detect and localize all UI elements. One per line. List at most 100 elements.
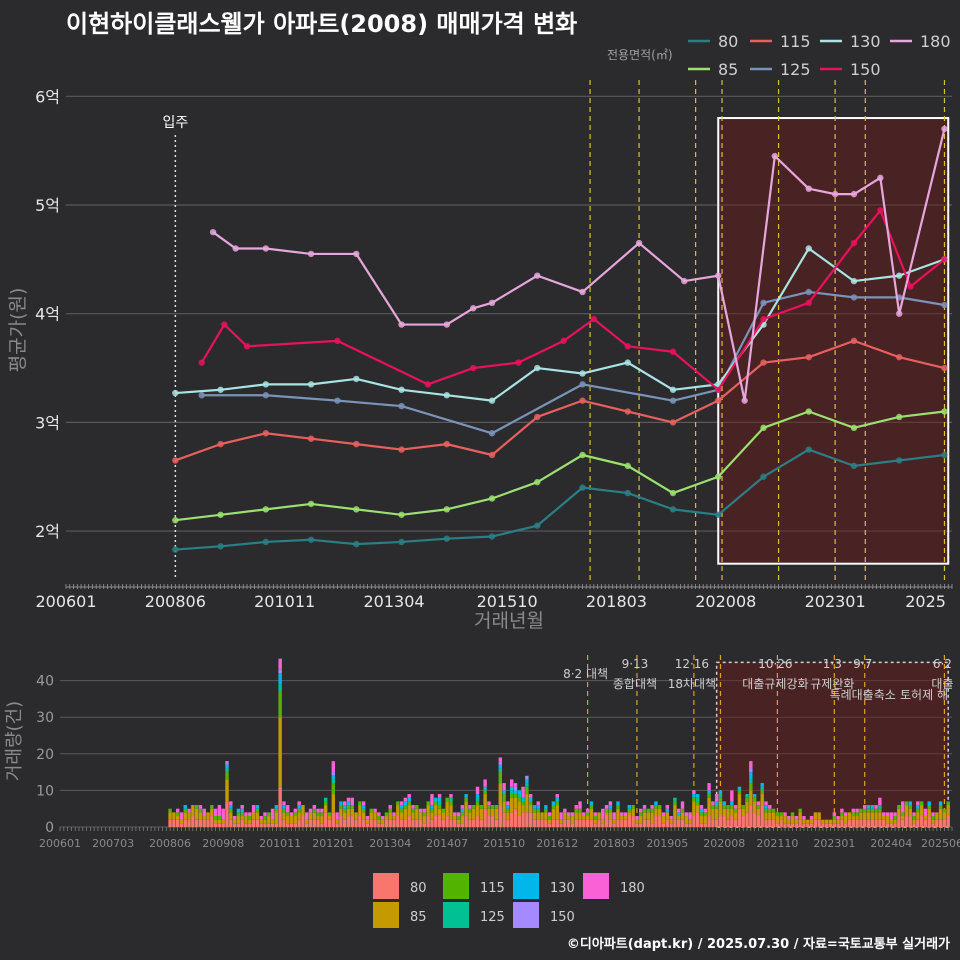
volume-bar-85 — [373, 812, 377, 820]
volume-bar-130 — [346, 801, 351, 806]
policy-label: 12·16 — [675, 657, 709, 671]
volume-bar-130 — [616, 801, 620, 806]
volume-bar-180 — [711, 801, 715, 806]
bar-legend-label-150: 150 — [550, 910, 575, 925]
volume-bar-85 — [881, 816, 886, 820]
volume-bar-80 — [616, 819, 620, 827]
data-point-125 — [941, 301, 948, 309]
volume-bar-85 — [756, 808, 761, 817]
volume-bar-85 — [612, 819, 616, 824]
data-point-130 — [805, 245, 812, 252]
volume-bar-115 — [680, 808, 685, 813]
volume-bar-85 — [608, 812, 613, 820]
volume-bar-125 — [331, 779, 336, 784]
volume-bar-180 — [392, 812, 396, 817]
volume-bar-85 — [840, 816, 844, 820]
data-point-85 — [941, 408, 948, 415]
data-point-85 — [217, 511, 224, 518]
data-point-85 — [443, 506, 450, 513]
bar-legend-label-180: 180 — [620, 881, 645, 896]
volume-bar-180 — [714, 794, 719, 802]
x-tick-label: 201011 — [254, 592, 315, 611]
volume-bar-85 — [718, 801, 723, 817]
volume-bar-85 — [453, 816, 457, 820]
volume-bar-85 — [418, 812, 423, 820]
volume-bar-80 — [509, 812, 514, 827]
volume-bar-80 — [806, 823, 810, 827]
volume-bar-80 — [695, 812, 700, 827]
volume-bar-85 — [225, 779, 229, 802]
volume-bar-180 — [756, 801, 761, 806]
volume-bar-180 — [350, 797, 354, 806]
volume-bar-180 — [528, 794, 533, 798]
volume-bar-115 — [278, 691, 282, 718]
volume-bar-85 — [468, 812, 472, 820]
volume-bar-180 — [430, 794, 434, 806]
volume-bar-80 — [764, 819, 768, 827]
volume-bar-85 — [491, 808, 495, 817]
data-point-180 — [307, 250, 315, 258]
volume-bar-180 — [570, 812, 575, 817]
volume-bar-150 — [513, 786, 518, 791]
volume-bar-130 — [240, 808, 244, 813]
volume-bar-125 — [718, 794, 723, 798]
volume-bar-80 — [760, 805, 764, 827]
volume-bar-85 — [342, 812, 347, 820]
volume-bar-115 — [361, 808, 366, 813]
volume-bar-115 — [893, 816, 897, 820]
data-point-130 — [669, 386, 677, 393]
data-point-80 — [307, 536, 315, 543]
series-line-115 — [174, 339, 945, 462]
volume-bar-80 — [206, 819, 210, 827]
volume-bar-180 — [783, 812, 787, 817]
policy-label-sub: 종합대책 — [613, 676, 657, 691]
volume-bar-180 — [422, 808, 427, 813]
volume-bar-180 — [881, 812, 886, 817]
volume-bar-125 — [498, 768, 503, 773]
chart-title: 이현하이클래스웰가 아파트(2008) 매매가격 변화 — [66, 10, 578, 38]
volume-bar-80 — [802, 823, 806, 827]
volume-bar-80 — [650, 823, 654, 827]
volume-bar-85 — [593, 819, 597, 824]
volume-bar-85 — [377, 819, 381, 824]
volume-bar-85 — [825, 819, 829, 824]
volume-bar-85 — [445, 801, 449, 817]
price-legend: 전용면적(㎡) 80 85 115 125 130 150 180 — [607, 32, 951, 79]
data-point-85 — [488, 495, 496, 502]
volume-bar-115 — [506, 808, 510, 813]
volume-bar-115 — [509, 794, 514, 798]
volume-bar-180 — [893, 812, 897, 817]
data-point-125 — [398, 402, 405, 410]
volume-bar-115 — [468, 808, 472, 813]
policy-label: 9·7 — [853, 657, 872, 671]
volume-bar-180 — [559, 812, 563, 820]
volume-bar-80 — [620, 819, 624, 827]
bar-legend-label-115: 115 — [480, 881, 505, 896]
data-point-150 — [907, 283, 914, 290]
volume-bar-180 — [487, 801, 491, 806]
volume-bar-85 — [821, 819, 825, 824]
volume-bar-85 — [806, 819, 810, 824]
volume-bar-115 — [229, 808, 233, 813]
volume-bar-115 — [472, 805, 476, 809]
volume-bar-85 — [676, 816, 681, 820]
volume-bar-80 — [604, 816, 609, 827]
volume-bar-80 — [707, 816, 711, 827]
volume-bar-130 — [699, 808, 704, 813]
volume-bar-85 — [210, 808, 214, 817]
volume-bar-85 — [559, 819, 563, 824]
volume-bar-85 — [650, 812, 654, 824]
volume-bar-130 — [870, 805, 874, 809]
volume-bar-180 — [912, 812, 916, 817]
volume-bar-80 — [312, 819, 317, 827]
volume-bar-180 — [221, 808, 225, 820]
volume-bar-130 — [676, 812, 681, 817]
volume-bar-85 — [684, 816, 689, 824]
volume-bar-85 — [946, 805, 950, 817]
data-point-150 — [624, 343, 631, 350]
volume-bar-85 — [695, 805, 700, 813]
volume-bar-115 — [578, 808, 582, 813]
volume-bar-85 — [775, 816, 780, 824]
volume-bar-80 — [711, 819, 715, 827]
volume-bar-180 — [312, 805, 317, 809]
